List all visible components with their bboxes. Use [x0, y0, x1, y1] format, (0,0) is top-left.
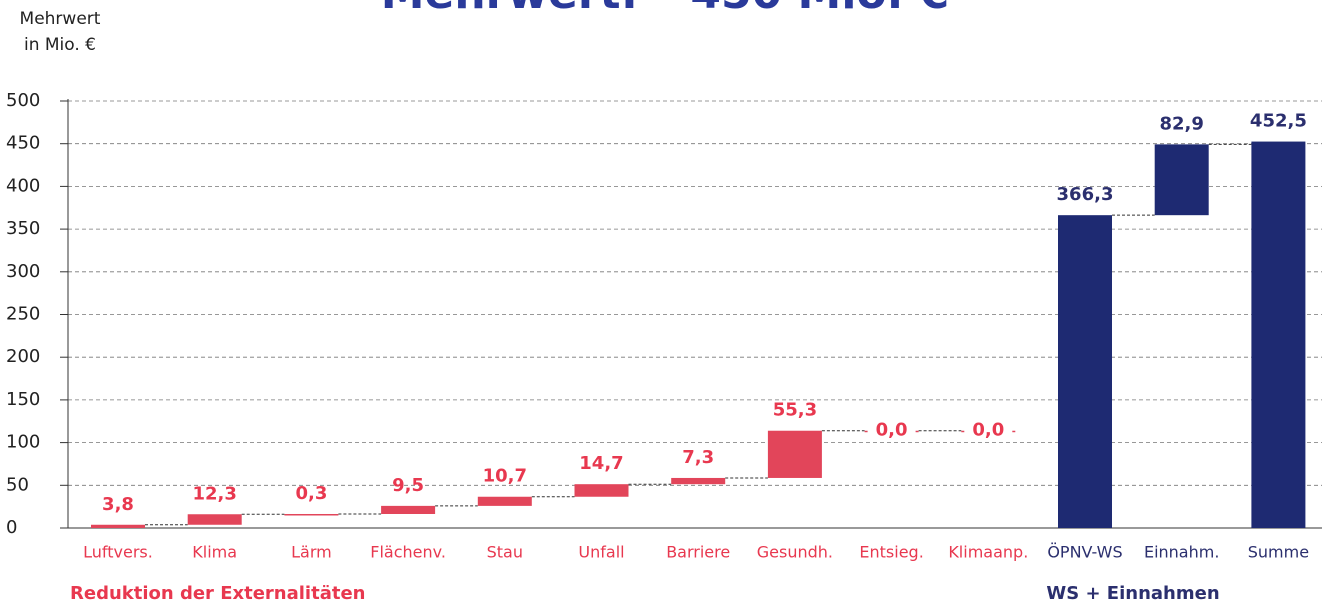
bar [767, 430, 822, 478]
y-tick-label: 500 [6, 90, 40, 111]
y-tick-label: 100 [6, 432, 40, 453]
y-tick-label: 350 [6, 218, 40, 239]
x-tick-label: ÖPNV-WS [1047, 543, 1122, 562]
value-label: 366,3 [1057, 184, 1114, 205]
y-axis-label: Mehrwert [20, 9, 101, 29]
bar [671, 477, 726, 485]
chart-title: Mehrwert: ~450 Mio. € [381, 0, 950, 19]
bar [1154, 144, 1209, 216]
x-tick-label: Lärm [291, 543, 332, 562]
label-bg [867, 420, 916, 441]
y-tick-label: 300 [6, 261, 40, 282]
y-tick-label: 200 [6, 346, 40, 367]
x-tick-label: Barriere [666, 543, 730, 562]
bar [1058, 215, 1112, 528]
value-label: 14,7 [579, 453, 623, 474]
value-label: 0,3 [295, 483, 327, 504]
group-label: Reduktion der Externalitäten [70, 583, 365, 604]
y-tick-label: 50 [6, 474, 29, 495]
label-bg [964, 420, 1013, 441]
bar [187, 514, 242, 525]
bar [381, 505, 436, 514]
value-label: 7,3 [682, 447, 714, 468]
bar [1251, 141, 1306, 528]
x-tick-label: Gesundh. [757, 543, 833, 562]
bar [91, 524, 145, 528]
y-tick-label: 150 [6, 389, 40, 410]
x-tick-label: Unfall [578, 543, 624, 562]
value-label: 82,9 [1159, 113, 1203, 134]
x-tick-label: Einnahm. [1144, 543, 1219, 562]
x-tick-label: Luftvers. [83, 543, 153, 562]
x-tick-label: Klima [192, 543, 237, 562]
value-label: 3,8 [102, 494, 134, 515]
x-tick-label: Stau [487, 543, 523, 562]
value-label: 452,5 [1250, 111, 1307, 132]
y-tick-label: 450 [6, 133, 40, 154]
x-tick-label: Entsieg. [859, 543, 923, 562]
bar [574, 484, 629, 497]
y-tick-label: 0 [6, 517, 17, 538]
value-label: 9,5 [392, 475, 424, 496]
group-label: WS + Einnahmen [1046, 583, 1219, 604]
value-label: 12,3 [192, 483, 236, 504]
bar [477, 496, 532, 506]
bar [284, 513, 339, 516]
value-label: 10,7 [483, 466, 527, 487]
x-tick-label: Flächenv. [370, 543, 446, 562]
y-axis-label: in Mio. € [24, 35, 96, 55]
value-label: 0,0 [876, 420, 908, 441]
x-tick-label: Klimaanp. [948, 543, 1028, 562]
y-tick-label: 250 [6, 304, 40, 325]
x-tick-label: Summe [1248, 543, 1309, 562]
value-label: 0,0 [972, 420, 1004, 441]
y-tick-label: 400 [6, 175, 40, 196]
value-label: 55,3 [773, 400, 817, 421]
